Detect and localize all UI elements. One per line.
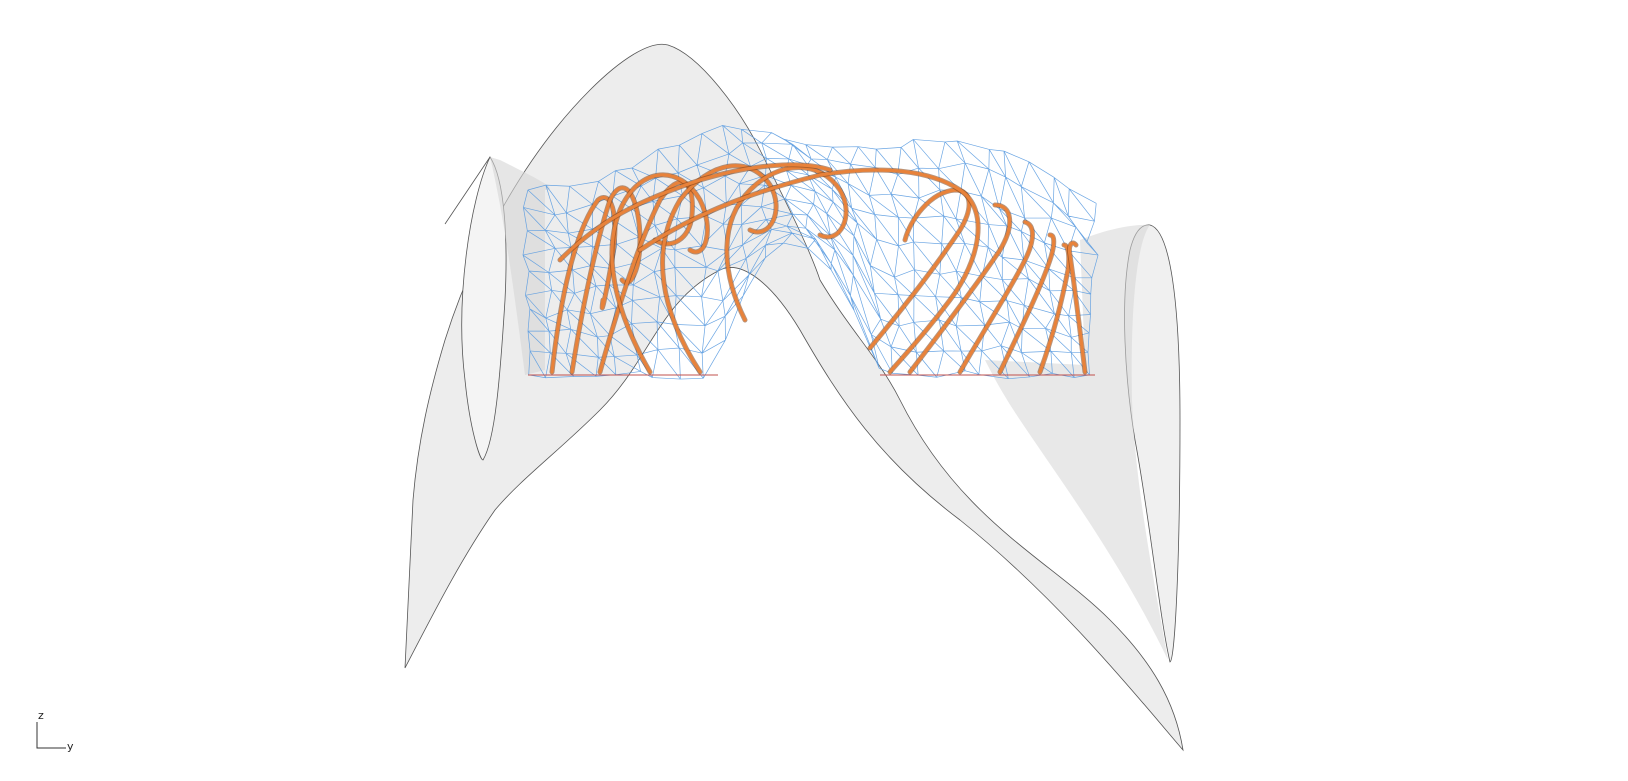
shell-left-fin — [461, 156, 507, 461]
shell-right-fin-shade — [985, 224, 1168, 660]
rod-8 — [908, 203, 1012, 374]
axis-triad-icon — [36, 722, 66, 749]
rod-10 — [998, 233, 1056, 374]
shell-left-edge — [444, 156, 491, 225]
axis-y-label: y — [67, 740, 74, 753]
rod-14 — [558, 163, 832, 262]
axis-z-label: z — [38, 709, 44, 722]
rod-12 — [1067, 241, 1087, 374]
shell-left-fin-shade — [490, 157, 550, 375]
shell-main-face — [404, 43, 1184, 752]
helical-rods — [549, 162, 1088, 375]
rod-2 — [570, 186, 642, 374]
rod-9 — [958, 220, 1035, 374]
rod-5 — [661, 164, 778, 374]
axis-triad-lines — [36, 722, 66, 749]
rod-4 — [610, 173, 709, 374]
triangulated-mesh — [522, 125, 1099, 380]
rod-7 — [868, 188, 971, 350]
rod-13 — [638, 168, 980, 374]
rod-6 — [725, 166, 848, 322]
rod-3 — [598, 180, 694, 374]
outer-shell-surface — [404, 43, 1184, 752]
rod-shadow-11 — [1037, 242, 1072, 375]
